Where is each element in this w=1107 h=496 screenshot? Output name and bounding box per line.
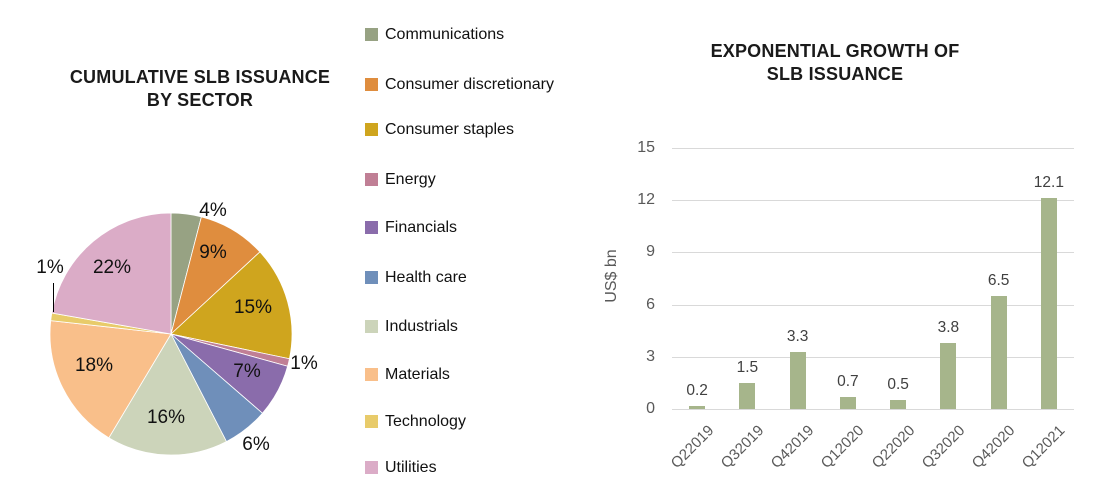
legend-label: Communications xyxy=(385,26,505,43)
legend-item: Financials xyxy=(365,217,560,239)
bar xyxy=(940,342,957,409)
pie-value-label: 18% xyxy=(74,355,114,376)
gridline xyxy=(672,252,1074,254)
legend-swatch-icon xyxy=(365,320,378,333)
y-tick-label: 12 xyxy=(637,191,655,209)
bar-value-label: 3.3 xyxy=(786,327,809,345)
y-tick-label: 6 xyxy=(646,295,655,313)
legend-swatch-icon xyxy=(365,368,378,381)
y-tick-label: 15 xyxy=(637,139,655,156)
legend-swatch-icon xyxy=(365,221,378,234)
pie-chart-title: CUMULATIVE SLB ISSUANCE BY SECTOR xyxy=(40,66,360,112)
bar-value-label: 0.7 xyxy=(837,372,859,390)
legend-swatch-icon xyxy=(365,415,378,428)
bar xyxy=(890,400,907,409)
pie-value-label: 6% xyxy=(242,434,270,455)
pie-slice xyxy=(170,251,293,360)
bar-value-label: 3.8 xyxy=(937,318,960,336)
gridline xyxy=(672,148,1074,149)
bar xyxy=(739,382,756,409)
legend-item: Health care xyxy=(365,267,560,289)
bar xyxy=(990,295,1007,409)
legend-label: Energy xyxy=(385,171,436,188)
bar xyxy=(1040,198,1057,409)
legend-label: Industrials xyxy=(385,318,458,335)
bar-value-label: 1.5 xyxy=(736,358,759,376)
legend-item: Communications xyxy=(365,24,560,46)
leader-line xyxy=(53,283,54,312)
x-tick-label: Q32020 xyxy=(918,422,969,472)
bar-value-label: 0.5 xyxy=(887,376,909,394)
pie-value-label: 7% xyxy=(233,361,261,382)
x-tick-label: Q12021 xyxy=(1019,422,1069,472)
pie-value-label: 1% xyxy=(290,353,318,374)
pie-chart-title-line2: BY SECTOR xyxy=(146,90,254,110)
bar xyxy=(839,396,856,409)
y-tick-label: 9 xyxy=(646,243,655,261)
bar xyxy=(689,405,706,409)
legend-item: Consumer discretionary xyxy=(365,74,560,96)
legend-label: Health care xyxy=(385,269,467,286)
legend-swatch-icon xyxy=(365,123,378,136)
pie-value-label: 4% xyxy=(199,200,227,221)
legend-swatch-icon xyxy=(365,173,378,186)
pie-value-label: 16% xyxy=(146,407,186,428)
legend-label: Utilities xyxy=(385,459,437,476)
bar xyxy=(789,351,806,409)
bar-chart-title-line2: SLB ISSUANCE xyxy=(766,64,904,84)
bar-chart-title-line1: EXPONENTIAL GROWTH OF xyxy=(710,41,960,61)
pie-value-label: 22% xyxy=(92,257,132,278)
legend-swatch-icon xyxy=(365,271,378,284)
legend-label: Consumer staples xyxy=(385,121,514,138)
x-tick-label: Q32019 xyxy=(717,422,768,472)
legend-label: Financials xyxy=(385,219,458,236)
pie-chart-title-line1: CUMULATIVE SLB ISSUANCE xyxy=(69,67,331,87)
pie-slice xyxy=(49,320,172,439)
legend-swatch-icon xyxy=(365,78,378,91)
pie-slice xyxy=(108,333,227,456)
legend-label: Materials xyxy=(385,366,450,383)
legend: Communications Consumer discretionary Cons… xyxy=(365,0,565,496)
x-tick-label: Q22020 xyxy=(868,422,919,472)
pie-slice xyxy=(51,212,172,335)
legend-label: Technology xyxy=(385,413,466,430)
gridline xyxy=(672,409,1074,410)
gridline xyxy=(672,304,1074,306)
x-tick-label: Q22019 xyxy=(667,422,718,472)
legend-item: Technology xyxy=(365,411,560,433)
pie-value-label: 9% xyxy=(199,242,227,263)
legend-swatch-icon xyxy=(365,28,378,41)
x-tick-label: Q42019 xyxy=(767,422,818,472)
legend-item: Consumer staples xyxy=(365,119,560,141)
legend-swatch-icon xyxy=(365,461,378,474)
pie-chart xyxy=(49,212,293,456)
pie-value-label: 1% xyxy=(36,257,64,278)
gridline xyxy=(672,200,1074,202)
x-tick-label: Q12020 xyxy=(818,422,868,472)
gridline xyxy=(672,356,1074,358)
legend-item: Energy xyxy=(365,169,560,191)
y-tick-label: 0 xyxy=(646,400,655,417)
legend-label: Consumer discretionary xyxy=(385,76,554,93)
bar-value-label: 0.2 xyxy=(686,381,708,399)
y-tick-label: 3 xyxy=(646,347,655,365)
legend-item: Industrials xyxy=(365,316,560,338)
x-tick-label: Q42020 xyxy=(968,422,1019,472)
pie-value-label: 15% xyxy=(233,297,273,318)
legend-item: Materials xyxy=(365,364,560,386)
bar-chart-title: EXPONENTIAL GROWTH OF SLB ISSUANCE xyxy=(675,40,995,86)
bar-value-label: 12.1 xyxy=(1033,174,1064,192)
bar-value-label: 6.5 xyxy=(987,271,1010,289)
legend-item: Utilities xyxy=(365,457,560,479)
